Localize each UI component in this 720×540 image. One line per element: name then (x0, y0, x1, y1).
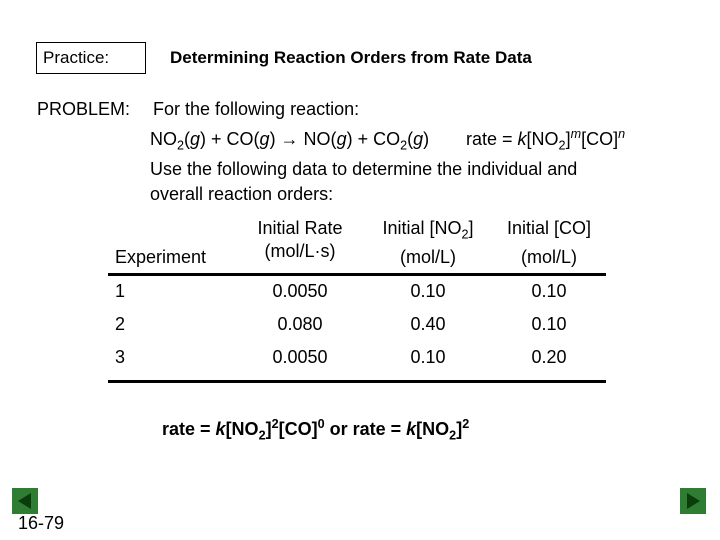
superscript: 0 (317, 417, 325, 431)
text: g (336, 129, 347, 149)
text: NO (150, 129, 177, 149)
problem-label: PROBLEM: (37, 99, 131, 119)
table-cell: 0.10 (410, 281, 446, 301)
slide-number: 16-79 (18, 513, 65, 533)
column-header: Initial [NO2] (382, 218, 474, 242)
text: g (190, 129, 201, 149)
subscript: 2 (558, 138, 566, 153)
header-title: Determining Reaction Orders from Rate Da… (170, 48, 532, 67)
table-cell: 0.0050 (272, 281, 328, 301)
text: [NO (225, 419, 259, 439)
answer: rate = k[NO2]2[CO]0 or rate = k[NO2]2 (162, 417, 470, 443)
text: k (406, 419, 417, 439)
column-header: Experiment (115, 247, 207, 267)
text: [CO] (581, 129, 619, 149)
text: ) → NO( (269, 129, 337, 149)
table-cell: 0.40 (410, 314, 446, 334)
column-header: (mol/L) (399, 247, 457, 267)
table-rule (108, 380, 606, 383)
text: ] (468, 218, 474, 238)
text: or rate = (324, 419, 407, 439)
subscript: 2 (449, 428, 457, 443)
rate-law: rate = k[NO2]m[CO]n (466, 127, 626, 153)
table-cell: 1 (115, 281, 126, 301)
text: ( (407, 129, 414, 149)
superscript: n (618, 127, 626, 141)
text: [NO (526, 129, 559, 149)
table-cell: 2 (115, 314, 126, 334)
label-box (36, 42, 146, 74)
table-cell: 0.10 (531, 314, 567, 334)
text: g (413, 129, 424, 149)
subscript: 2 (177, 138, 185, 153)
column-header: Initial [CO] (506, 218, 592, 238)
text: ] (265, 419, 272, 439)
header-label: Practice: (43, 48, 110, 67)
table-cell: 0.10 (531, 281, 567, 301)
text: ] (456, 419, 463, 439)
text: rate = (466, 129, 518, 149)
text: rate = (162, 419, 216, 439)
prev-button[interactable] (12, 488, 38, 514)
column-header: (mol/L) (520, 247, 578, 267)
problem-intro: For the following reaction: (153, 99, 360, 119)
instruction: overall reaction orders: (150, 184, 334, 204)
text: [CO] (278, 419, 318, 439)
table-cell: 0.0050 (272, 347, 328, 367)
text: ) (423, 129, 430, 149)
subscript: 2 (461, 227, 469, 242)
table-cell: 3 (115, 347, 126, 367)
table-cell: 0.10 (410, 347, 446, 367)
text: g (259, 129, 270, 149)
next-button[interactable] (680, 488, 706, 514)
text: ( (184, 129, 191, 149)
text: ) + CO( (200, 129, 260, 149)
superscript: 2 (462, 417, 470, 431)
text: k (215, 419, 226, 439)
superscript: m (570, 127, 582, 141)
reaction: NO2(g) + CO(g) → NO(g) + CO2(g) (150, 129, 430, 153)
text: ] (565, 129, 571, 149)
subscript: 2 (258, 428, 266, 443)
text: ) + CO (346, 129, 401, 149)
table-cell: 0.080 (277, 314, 323, 334)
superscript: 2 (271, 417, 279, 431)
prev-icon (18, 493, 31, 509)
text: k (517, 129, 527, 149)
column-header: (mol/L·s) (264, 241, 336, 261)
instruction: Use the following data to determine the … (150, 159, 578, 179)
text: [NO (416, 419, 450, 439)
table-rule (108, 273, 606, 276)
column-header: Initial Rate (257, 218, 343, 238)
table-cell: 0.20 (531, 347, 567, 367)
text: Initial [NO (382, 218, 462, 238)
next-icon (687, 493, 700, 509)
subscript: 2 (400, 138, 408, 153)
